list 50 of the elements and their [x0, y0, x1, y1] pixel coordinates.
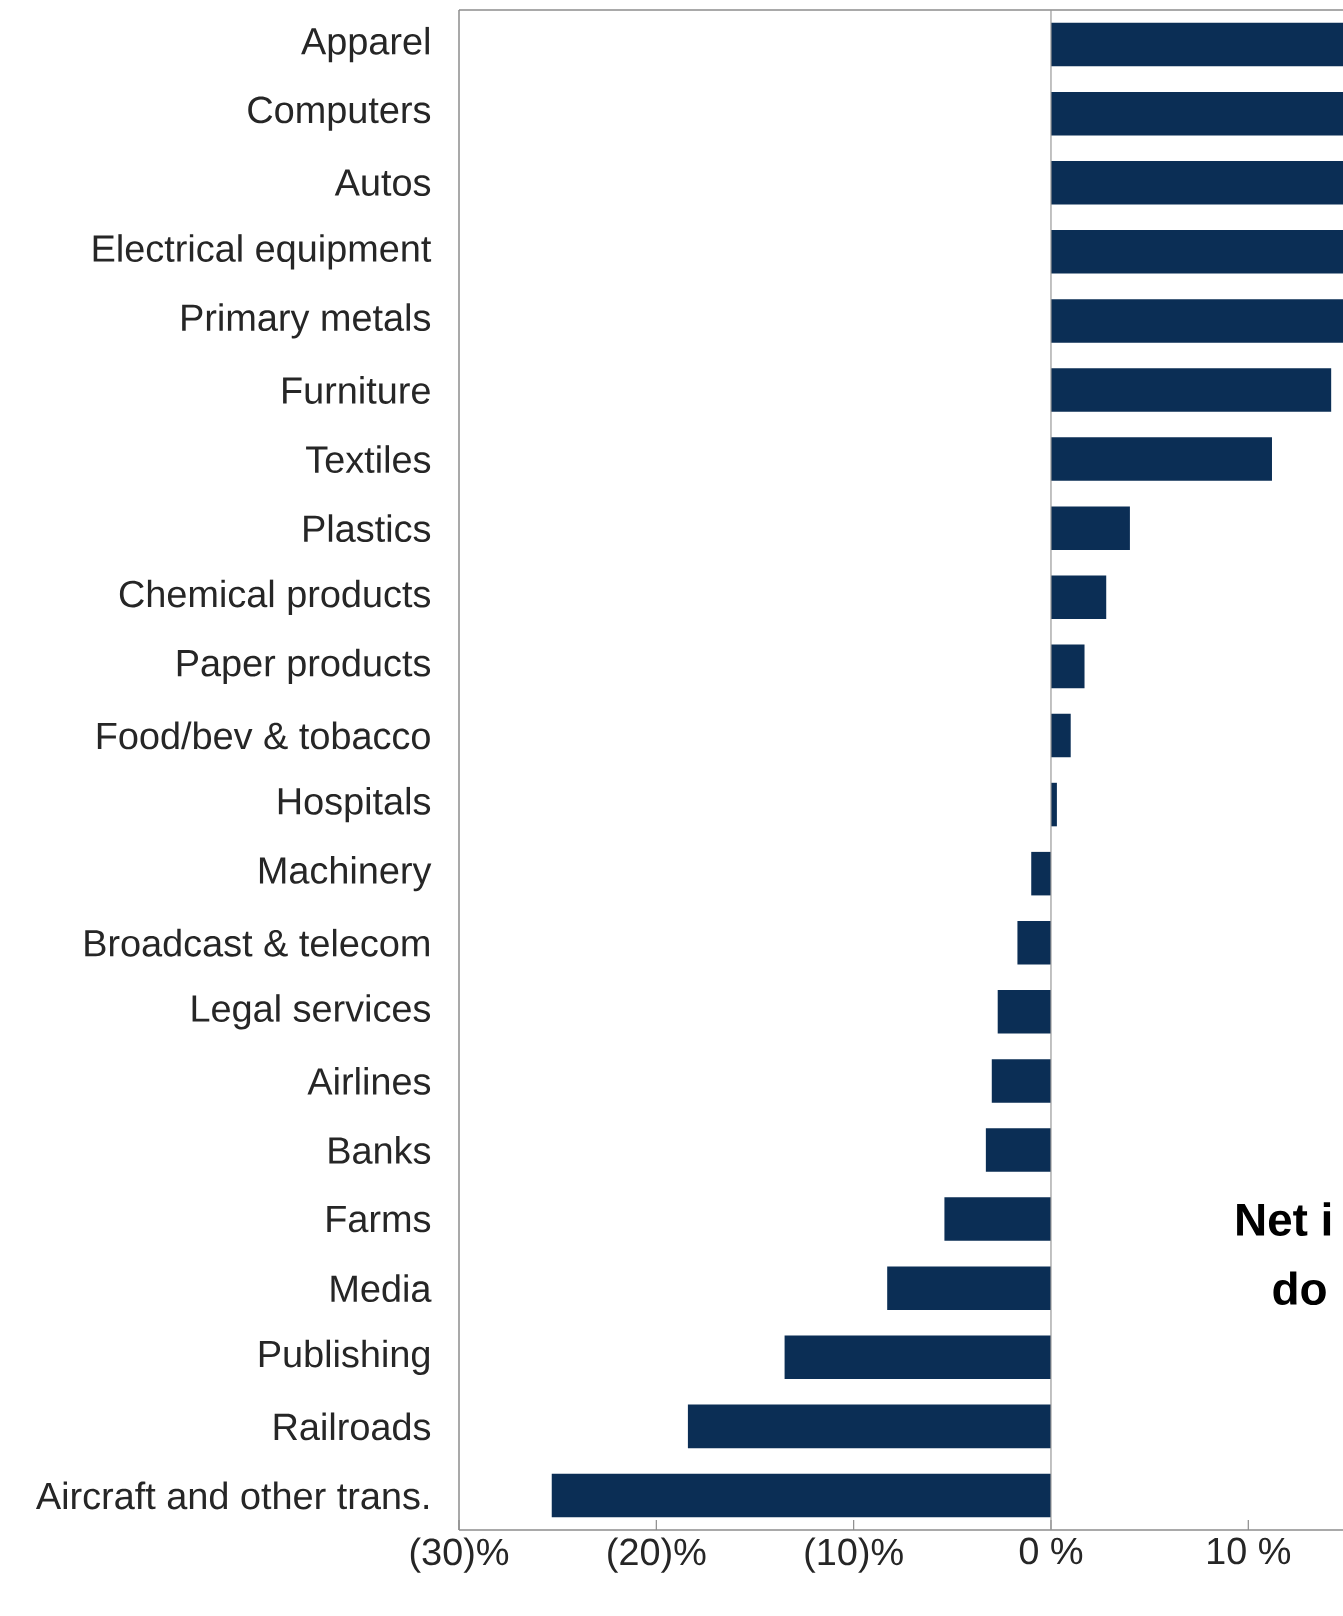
x-tick-label: 0 %: [1019, 1537, 1083, 1565]
y-tick-label: Hospitals: [278, 786, 431, 823]
bar: [1017, 920, 1051, 965]
bar: [1050, 22, 1343, 67]
y-tick-label: Chemical products: [119, 579, 431, 615]
annotation: do: [1273, 1271, 1326, 1306]
y-tick-label: Electrical equipment: [93, 234, 432, 270]
y-tick-label: Media: [331, 1274, 432, 1303]
bar: [1050, 437, 1272, 481]
bar: [991, 1059, 1051, 1103]
bar: [1050, 575, 1107, 620]
y-tick-label: Legal services: [192, 994, 431, 1030]
bar: [1050, 644, 1085, 689]
bar: [1050, 713, 1071, 758]
y-tick-label: Furniture: [283, 376, 430, 404]
bar: [887, 1266, 1051, 1310]
bar: [784, 1335, 1051, 1380]
y-tick-label: Aircraft and other trans.: [35, 1481, 428, 1510]
bar: [997, 990, 1051, 1034]
y-tick-label: Plastics: [304, 514, 431, 543]
bar: [687, 1404, 1051, 1449]
bar: [1050, 160, 1343, 205]
bar: [1050, 91, 1343, 136]
y-tick-label: Farms: [327, 1205, 431, 1233]
bar: [1050, 230, 1343, 274]
bar: [1031, 851, 1051, 896]
y-tick-label: Apparel: [301, 26, 429, 63]
y-tick-label: Banks: [329, 1136, 431, 1164]
annotation: Net i: [1237, 1202, 1331, 1236]
bar: [1050, 506, 1130, 550]
bar: [944, 1197, 1051, 1241]
y-tick-label: Autos: [334, 169, 431, 196]
y-tick-label: Computers: [248, 96, 431, 131]
bar: [551, 1473, 1051, 1518]
x-tick-label: (10)%: [805, 1537, 903, 1573]
y-tick-label: Textiles: [306, 445, 431, 474]
y-tick-label: Paper products: [177, 648, 431, 685]
bar: [985, 1128, 1051, 1172]
x-tick-label: (30)%: [410, 1537, 509, 1573]
y-tick-label: Publishing: [259, 1339, 429, 1375]
y-tick-label: Airlines: [307, 1067, 431, 1095]
y-tick-label: Machinery: [259, 856, 432, 892]
x-tick-label: 10 %: [1208, 1537, 1291, 1565]
y-tick-label: Broadcast & telecom: [85, 928, 429, 957]
x-tick-label: (20)%: [608, 1537, 706, 1573]
y-tick-label: Food/bev & tobacco: [97, 721, 430, 750]
y-tick-label: Railroads: [274, 1412, 431, 1441]
bar: [1050, 299, 1343, 343]
bar: [1050, 368, 1332, 412]
y-tick-label: Primary metals: [182, 303, 431, 339]
